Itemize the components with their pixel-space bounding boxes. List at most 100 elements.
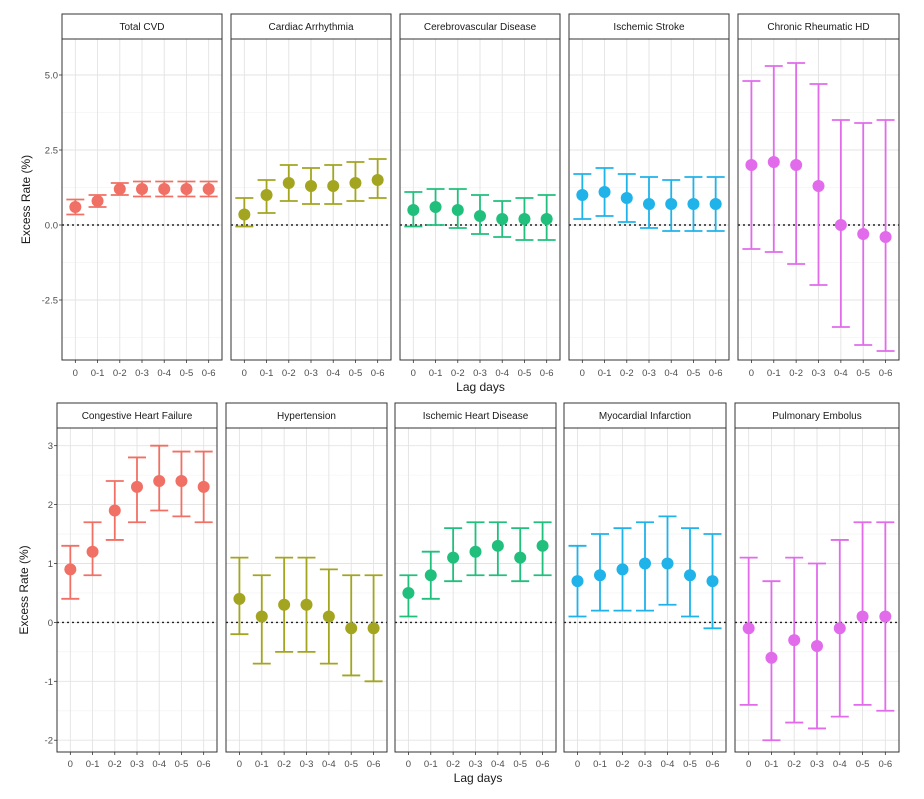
data-point — [424, 569, 437, 582]
x-tick-label: 0-1 — [765, 759, 779, 770]
data-point — [86, 545, 99, 558]
data-point — [233, 592, 246, 605]
x-tick-label: 0-1 — [429, 368, 443, 379]
data-point — [278, 598, 291, 611]
data-point — [327, 180, 340, 192]
data-point — [665, 198, 678, 210]
data-point — [790, 159, 803, 171]
x-tick-label: 0-2 — [620, 368, 634, 379]
x-tick-label: 0 — [73, 368, 78, 379]
panel-ischemic-heart-disease: Ischemic Heart Disease 0 0-1 0-2 0-3 0-4 0-5 0-… — [394, 402, 557, 770]
chart-row-1: -2.5 0.0 2.5 5.0 Excess Rate (%) Lag days Tota… — [19, 13, 900, 394]
x-tick-label: 0-4 — [322, 759, 336, 770]
panel-pulmonary-embolus: Pulmonary Embolus 0 0-1 0-2 0-3 0-4 0-5 0-6 — [734, 402, 900, 770]
data-point — [367, 622, 380, 635]
data-point — [620, 192, 633, 204]
data-point — [812, 180, 825, 192]
data-point — [514, 551, 527, 564]
x-tick-label: 0-6 — [197, 759, 211, 770]
x-tick-label: 0-1 — [767, 368, 781, 379]
data-point — [255, 610, 268, 623]
x-tick-label: 0-6 — [202, 368, 216, 379]
x-tick-label: 0-5 — [513, 759, 527, 770]
x-tick-label: 0-4 — [495, 368, 509, 379]
x-tick-label: 0-6 — [878, 759, 892, 770]
x-tick-label: 0 — [749, 368, 754, 379]
y-axis-title: Excess Rate (%) — [17, 545, 31, 634]
data-point — [576, 189, 589, 201]
data-point — [260, 189, 273, 201]
data-point — [474, 210, 486, 222]
data-point — [300, 598, 313, 611]
data-point — [197, 480, 210, 493]
x-tick-label: 0-6 — [709, 368, 723, 379]
panel-strip — [734, 402, 900, 429]
x-tick-label: 0-6 — [879, 368, 893, 379]
x-tick-label: 0 — [237, 759, 242, 770]
x-tick-label: 0-3 — [812, 368, 826, 379]
data-point — [349, 177, 362, 189]
panel-hypertension: Hypertension 0 0-1 0-2 0-3 0-4 0-5 0-6 — [225, 402, 388, 770]
panel-title: Total CVD — [119, 22, 164, 33]
data-point — [407, 204, 420, 216]
data-point — [767, 156, 780, 168]
x-axis-title: Lag days — [454, 771, 503, 785]
x-tick-label: 0 — [580, 368, 585, 379]
panel-strip — [230, 13, 392, 40]
data-point — [709, 198, 722, 210]
x-tick-label: 0-1 — [424, 759, 438, 770]
data-point — [706, 575, 719, 588]
x-tick-label: 0-1 — [260, 368, 274, 379]
y-tick-label: 2.5 — [45, 146, 58, 157]
x-tick-label: 0-5 — [683, 759, 697, 770]
data-point — [765, 651, 778, 664]
data-point — [879, 610, 892, 623]
y-tick-label: 5.0 — [45, 71, 58, 82]
x-tick-label: 0-6 — [706, 759, 720, 770]
y-tick-label: -1 — [45, 677, 53, 688]
panel-title: Pulmonary Embolus — [772, 411, 861, 422]
x-tick-label: 0 — [575, 759, 580, 770]
x-tick-label: 0-1 — [593, 759, 607, 770]
data-point — [64, 563, 77, 576]
x-tick-label: 0-3 — [135, 368, 149, 379]
data-point — [496, 213, 509, 225]
data-point — [202, 183, 215, 195]
x-tick-label: 0-2 — [451, 368, 465, 379]
panel-chronic-rheumatic-hd: Chronic Rheumatic HD 0 0-1 0-2 0-3 0-4 0-5 0-6 — [737, 13, 900, 379]
data-point — [158, 183, 171, 195]
x-tick-label: 0-5 — [518, 368, 532, 379]
data-point — [282, 177, 295, 189]
y-tick-label: -2 — [45, 736, 53, 747]
data-point — [811, 639, 823, 652]
y-tick-label: 3 — [48, 441, 53, 452]
data-point — [643, 198, 655, 210]
data-point — [856, 610, 869, 623]
x-tick-label: 0-1 — [255, 759, 269, 770]
x-tick-label: 0-5 — [180, 368, 194, 379]
panel-congestive-heart-failure: Congestive Heart Failure 0 0-1 0-2 0-3 0-4 0-5… — [56, 402, 218, 770]
x-tick-label: 0-4 — [834, 368, 848, 379]
data-point — [131, 480, 143, 493]
data-point — [834, 219, 847, 231]
x-tick-label: 0-3 — [130, 759, 144, 770]
panel-title: Ischemic Heart Disease — [423, 411, 529, 422]
x-tick-label: 0-4 — [491, 759, 505, 770]
panel-title: Hypertension — [277, 411, 336, 422]
data-point — [491, 539, 504, 552]
x-tick-label: 0-3 — [810, 759, 824, 770]
panel-cerebrovascular-disease: Cerebrovascular Disease 0 0-1 0-2 0-3 0-4 0-5 0… — [399, 13, 561, 379]
x-tick-label: 0 — [411, 368, 416, 379]
panel-title: Myocardial Infarction — [599, 411, 691, 422]
x-tick-label: 0-3 — [638, 759, 652, 770]
data-point — [788, 634, 801, 647]
x-tick-label: 0-2 — [277, 759, 291, 770]
y-axis-title: Excess Rate (%) — [19, 155, 33, 244]
data-point — [153, 475, 166, 488]
y-tick-label: -2.5 — [42, 296, 58, 307]
data-point — [322, 610, 335, 623]
x-tick-label: 0-3 — [473, 368, 487, 379]
x-tick-label: 0 — [68, 759, 73, 770]
data-point — [345, 622, 358, 635]
